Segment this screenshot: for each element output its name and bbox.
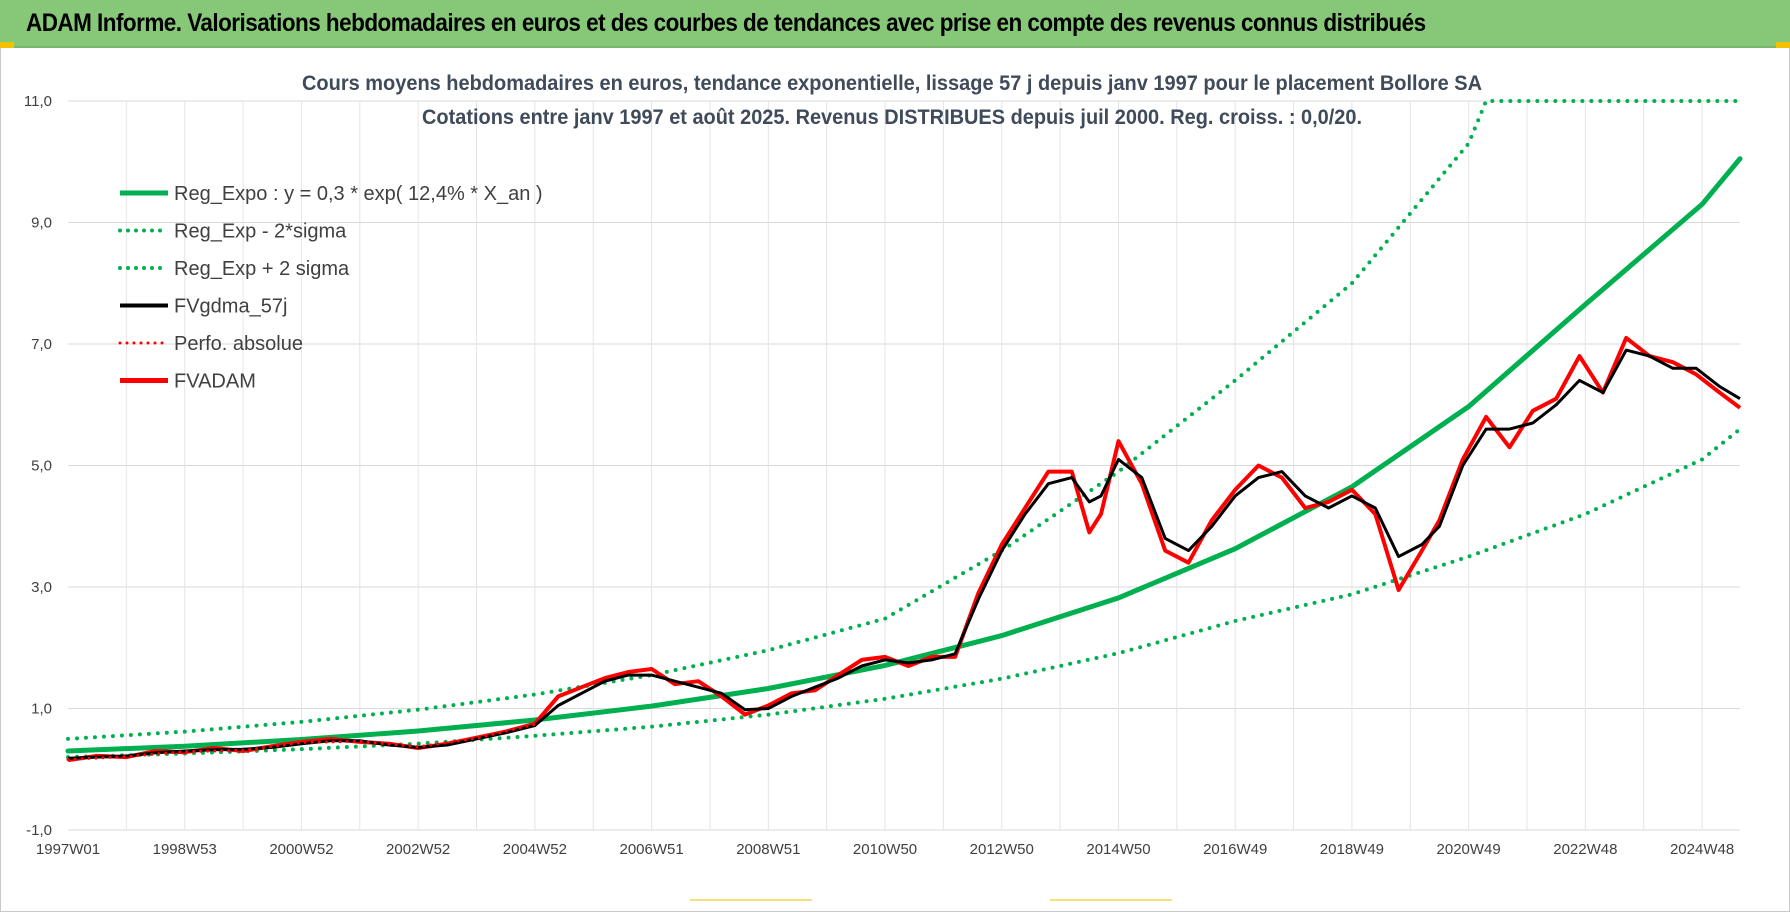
x-tick-label: 2010W50 [853,841,917,858]
x-tick-label: 2018W49 [1320,841,1384,858]
y-tick-label: -1,0 [26,822,52,839]
legend-label: Reg_Expo : y = 0,3 * exp( 12,4% * X_an ) [174,183,543,205]
grid [68,100,1740,831]
y-tick-label: 3,0 [31,579,52,596]
x-tick-label: 2024W48 [1670,841,1734,858]
legend-label: Reg_Exp - 2*sigma [174,221,347,243]
legend-label: Perfo. absolue [174,333,303,355]
y-tick-label: 7,0 [31,336,52,353]
legend-label: FVADAM [174,371,256,393]
series-reg-expo [65,156,1743,754]
x-tick-label: 2012W50 [970,841,1034,858]
line-chart: -1,0 1,0 3,0 5,0 7,0 9,0 11,0 1997W01 1998W53 200… [24,72,1743,858]
x-tick-label: 2016W49 [1203,841,1267,858]
axes: -1,0 1,0 3,0 5,0 7,0 9,0 11,0 1997W01 1998W53 200… [24,93,1734,858]
legend: Reg_Expo : y = 0,3 * exp( 12,4% * X_an )… [118,183,543,393]
header-banner: ADAM Informe. Valorisations hebdomadaire… [0,0,1790,48]
y-tick-label: 9,0 [31,215,52,232]
highlight-bar [1050,899,1172,901]
series-fvadam [67,335,1742,763]
x-tick-label: 2000W52 [269,841,333,858]
x-tick-label: 2014W50 [1086,841,1150,858]
chart-subtitle: Cotations entre janv 1997 et août 2025. … [422,106,1362,129]
x-tick-label: 2008W51 [736,841,800,858]
x-tick-label: 1997W01 [36,841,100,858]
series-perfo-absolue [66,722,537,761]
legend-label: FVgdma_57j [174,296,287,318]
x-tick-label: 1998W53 [153,841,217,858]
x-tick-label: 2022W48 [1553,841,1617,858]
x-tick-label: 2006W51 [619,841,683,858]
series-group [65,99,1743,763]
y-tick-label: 11,0 [24,93,52,110]
x-tick-label: 2020W49 [1437,841,1501,858]
x-tick-label: 2004W52 [503,841,567,858]
highlight-bar [690,899,812,901]
series-fvgdma [67,348,1741,760]
series-reg-minus [66,427,1742,760]
corner-marker-right [1776,42,1790,48]
corner-marker-left [0,42,14,48]
y-tick-label: 5,0 [31,458,52,475]
chart-title: Cours moyens hebdomadaires en euros, ten… [302,72,1482,95]
page-title: ADAM Informe. Valorisations hebdomadaire… [26,9,1426,37]
y-tick-label: 1,0 [31,701,52,718]
x-tick-label: 2002W52 [386,841,450,858]
legend-label: Reg_Exp + 2 sigma [174,258,350,280]
